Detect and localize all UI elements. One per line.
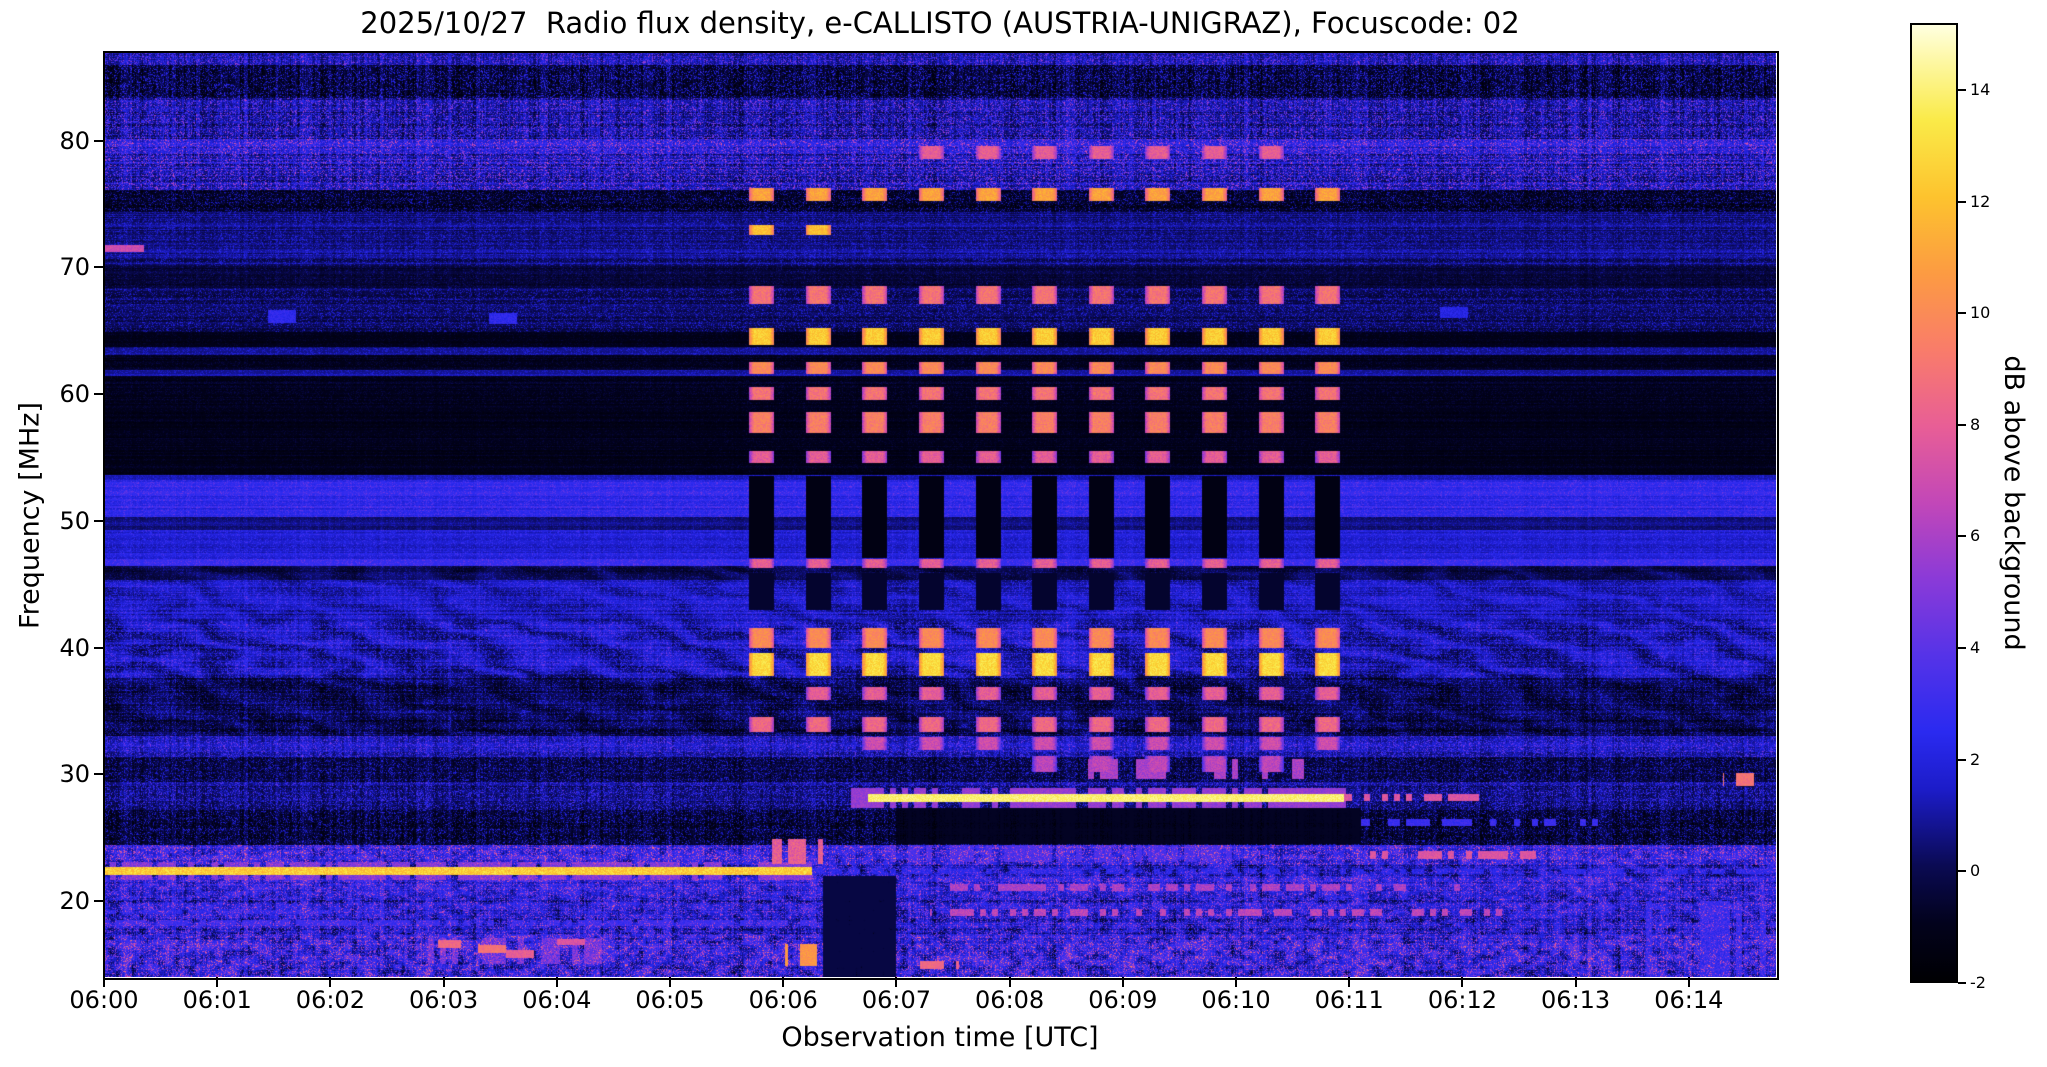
colorbar-tick-label: 8 — [1970, 414, 1981, 434]
x-tick-label: 06:09 — [1088, 986, 1158, 1014]
x-tick-label: 06:05 — [635, 986, 705, 1014]
colorbar-tick-mark — [1958, 200, 1966, 203]
x-tick-mark — [555, 977, 558, 987]
x-tick-label: 06:04 — [522, 986, 592, 1014]
y-tick-label: 20 — [59, 886, 90, 915]
y-tick-mark — [94, 519, 104, 522]
x-tick-mark — [329, 977, 332, 987]
x-tick-mark — [1574, 977, 1577, 987]
colorbar-tick-label: 4 — [1970, 638, 1981, 658]
colorbar-label: dB above background — [1998, 355, 2029, 651]
colorbar — [1910, 23, 1958, 983]
colorbar-tick-mark — [1958, 982, 1966, 984]
colorbar-tick-label: 0 — [1970, 861, 1981, 881]
x-tick-label: 06:02 — [295, 986, 365, 1014]
x-axis-label: Observation time [UTC] — [781, 1022, 1099, 1053]
y-tick-label: 30 — [59, 760, 90, 789]
x-tick-label: 06:14 — [1654, 986, 1724, 1014]
x-tick-mark — [1348, 977, 1351, 987]
x-tick-label: 06:08 — [975, 986, 1045, 1014]
x-tick-mark — [669, 977, 671, 987]
colorbar-tick-mark — [1958, 423, 1966, 426]
x-tick-label: 06:00 — [69, 986, 139, 1014]
colorbar-tick-mark — [1958, 88, 1966, 91]
y-tick-mark — [94, 393, 104, 396]
colorbar-tick-mark — [1958, 870, 1966, 873]
y-tick-label: 60 — [59, 380, 90, 409]
x-tick-mark — [442, 977, 445, 987]
chart-title: 2025/10/27 Radio flux density, e-CALLIST… — [360, 6, 1520, 40]
x-tick-mark — [216, 977, 219, 987]
x-tick-mark — [1008, 977, 1011, 987]
x-tick-mark — [1121, 977, 1124, 987]
y-tick-mark — [94, 139, 104, 142]
colorbar-tick-mark — [1958, 647, 1966, 650]
colorbar-tick-mark — [1958, 758, 1966, 761]
x-tick-label: 06:06 — [748, 986, 818, 1014]
y-tick-label: 40 — [59, 633, 90, 662]
x-tick-mark — [103, 977, 105, 987]
colorbar-tick-label: 14 — [1970, 79, 1991, 99]
x-tick-label: 06:01 — [182, 986, 252, 1014]
y-tick-mark — [94, 266, 104, 269]
x-tick-label: 06:03 — [409, 986, 479, 1014]
spectrogram-heatmap — [104, 52, 1776, 977]
y-tick-label: 50 — [59, 506, 90, 535]
colorbar-tick-mark — [1958, 312, 1966, 315]
colorbar-tick-mark — [1958, 535, 1966, 538]
x-tick-label: 06:12 — [1427, 986, 1498, 1014]
x-tick-mark — [782, 977, 785, 987]
colorbar-tick-label: 10 — [1970, 303, 1991, 323]
colorbar-tick-label: 12 — [1970, 191, 1991, 211]
x-tick-label: 06:07 — [861, 986, 931, 1014]
y-tick-mark — [94, 899, 104, 902]
y-tick-mark — [94, 773, 104, 776]
colorbar-tick-label: -2 — [1970, 973, 1986, 992]
x-tick-label: 06:10 — [1201, 986, 1271, 1014]
y-tick-label: 80 — [59, 126, 90, 155]
x-tick-mark — [1461, 977, 1464, 987]
x-tick-mark — [895, 977, 898, 987]
x-tick-mark — [1235, 977, 1238, 987]
colorbar-tick-label: 2 — [1970, 749, 1981, 769]
colorbar-tick-label: 6 — [1970, 526, 1981, 546]
y-tick-mark — [94, 646, 104, 649]
x-tick-label: 06:13 — [1541, 986, 1611, 1014]
x-tick-label: 06:11 — [1314, 986, 1384, 1014]
x-tick-mark — [1687, 977, 1690, 987]
y-tick-label: 70 — [59, 253, 90, 282]
